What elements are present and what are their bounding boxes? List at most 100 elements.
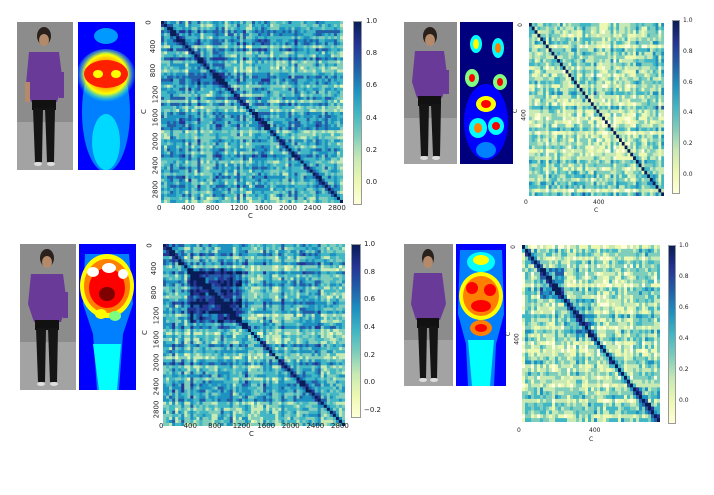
matrix-cell [291, 72, 295, 76]
matrix-cell [641, 73, 645, 78]
matrix-cell [294, 48, 298, 52]
matrix-cell [261, 33, 265, 37]
matrix-cell [599, 23, 603, 27]
matrix-cell [545, 55, 549, 60]
matrix-cell [616, 33, 620, 38]
matrix-cell [176, 93, 180, 98]
matrix-cell [245, 108, 250, 113]
matrix-cell [590, 98, 594, 103]
matrix-cell [194, 115, 198, 119]
matrix-cell [529, 73, 533, 78]
matrix-cell [255, 175, 259, 180]
matrix-cell [593, 44, 597, 49]
matrix-cell [324, 63, 329, 67]
matrix-cell [324, 151, 329, 155]
matrix-cell [288, 78, 292, 82]
matrix-cell [170, 24, 174, 28]
matrix-cell [185, 130, 189, 134]
matrix-cell [294, 169, 298, 173]
matrix-cell [209, 121, 213, 125]
matrix-cell [339, 39, 343, 43]
matrix-cell [233, 199, 238, 203]
top-left-y-tick: 2800 [151, 180, 160, 199]
matrix-cell [534, 120, 538, 125]
matrix-cell [282, 124, 286, 128]
matrix-cell [624, 59, 628, 63]
matrix-cell [300, 196, 304, 201]
matrix-cell [261, 60, 265, 64]
matrix-cell [288, 102, 292, 107]
matrix-cell [321, 75, 326, 79]
matrix-cell [585, 109, 589, 114]
matrix-cell [303, 181, 307, 186]
matrix-cell [239, 157, 244, 161]
matrix-cell [191, 163, 195, 167]
matrix-cell [270, 81, 274, 85]
matrix-cell [610, 102, 614, 107]
matrix-cell [568, 48, 572, 53]
matrix-cell [635, 26, 639, 31]
matrix-cell [258, 90, 262, 95]
matrix-cell [173, 196, 177, 201]
matrix-cell [261, 27, 265, 31]
matrix-cell [297, 139, 301, 143]
matrix-cell [333, 130, 338, 134]
matrix-cell [279, 93, 283, 98]
matrix-cell [203, 157, 207, 161]
matrix-cell [264, 148, 268, 152]
matrix-cell [191, 154, 195, 158]
matrix-cell [236, 184, 241, 189]
matrix-cell [191, 130, 195, 134]
matrix-cell [279, 21, 283, 25]
matrix-cell [242, 181, 247, 186]
matrix-cell [200, 142, 204, 146]
matrix-cell [239, 124, 244, 128]
matrix-cell [164, 48, 168, 52]
matrix-cell [610, 51, 614, 56]
matrix-cell [300, 181, 304, 186]
matrix-cell [339, 93, 343, 98]
matrix-cell [221, 63, 225, 67]
matrix-cell [273, 102, 277, 107]
matrix-cell [579, 73, 583, 78]
matrix-cell [336, 72, 341, 76]
matrix-cell [191, 60, 195, 64]
matrix-cell [309, 118, 313, 122]
matrix-cell [324, 33, 329, 37]
matrix-cell [212, 160, 216, 164]
matrix-cell [644, 109, 648, 114]
matrix-cell [339, 190, 343, 195]
matrix-cell [571, 95, 575, 99]
matrix-cell [593, 41, 597, 45]
matrix-cell [252, 90, 256, 95]
matrix-cell [206, 136, 210, 140]
matrix-cell [245, 54, 250, 58]
matrix-cell [252, 172, 256, 176]
matrix-cell [621, 95, 625, 99]
matrix-cell [245, 112, 250, 116]
matrix-cell [545, 84, 549, 89]
matrix-cell [248, 139, 253, 143]
matrix-cell [203, 151, 207, 155]
matrix-cell [264, 193, 268, 198]
matrix-cell [203, 33, 207, 37]
matrix-cell [279, 184, 283, 189]
matrix-cell [327, 151, 332, 155]
matrix-cell [318, 163, 323, 167]
matrix-cell [164, 57, 168, 61]
matrix-cell [579, 87, 583, 92]
matrix-cell [582, 116, 586, 121]
matrix-cell [529, 30, 533, 35]
matrix-cell [303, 75, 307, 79]
matrix-cell [297, 115, 301, 119]
matrix-cell [568, 95, 572, 99]
matrix-cell [641, 55, 645, 60]
matrix-cell [633, 102, 637, 107]
matrix-cell [215, 36, 219, 40]
matrix-cell [191, 190, 195, 195]
matrix-cell [164, 33, 168, 37]
matrix-cell [576, 51, 580, 56]
matrix-cell [197, 130, 201, 134]
matrix-cell [239, 108, 244, 113]
matrix-cell [548, 77, 552, 81]
